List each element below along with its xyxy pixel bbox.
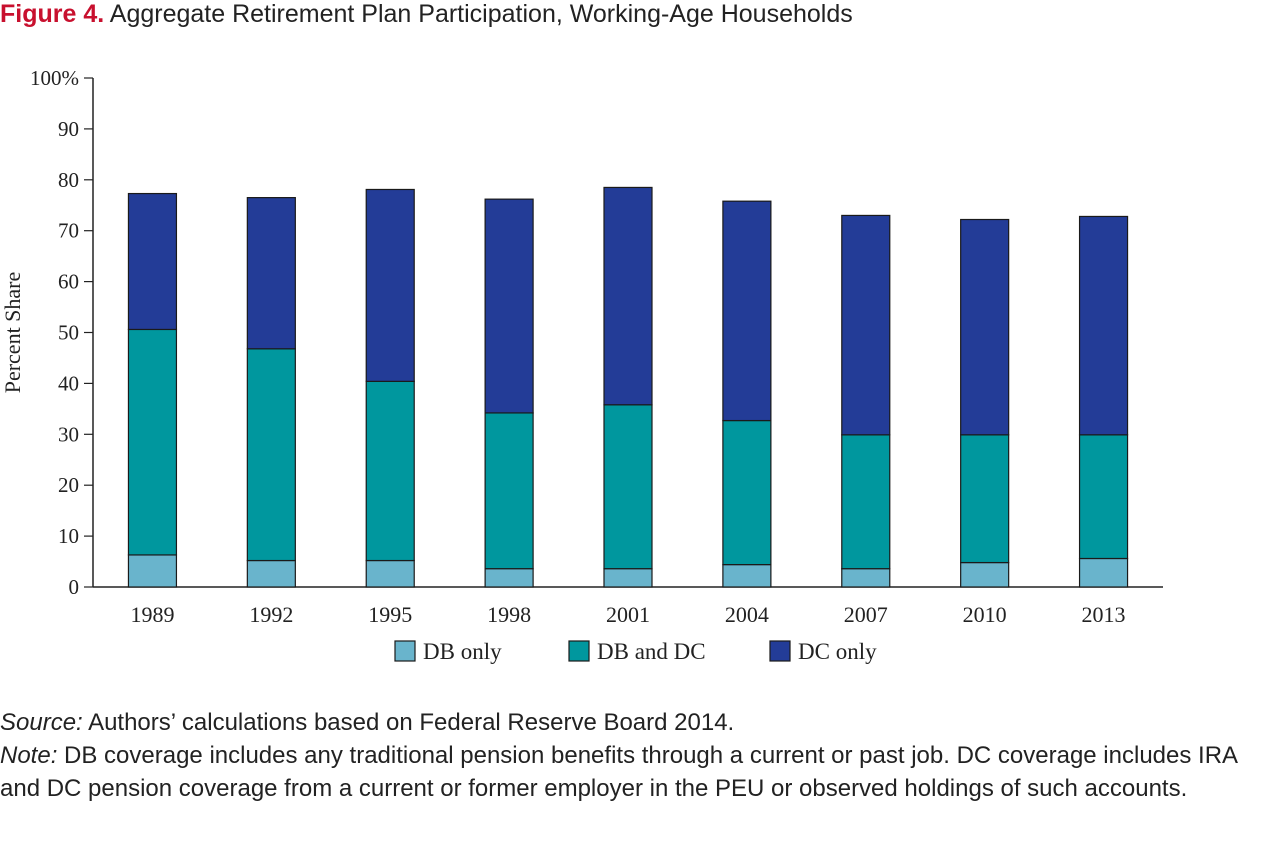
- legend-swatch: [568, 640, 590, 662]
- note-text: DB coverage includes any traditional pen…: [0, 742, 1237, 802]
- bar-segment: [1078, 215, 1129, 436]
- y-tick-label: 20: [58, 473, 79, 497]
- figure-title-text: Aggregate Retirement Plan Participation,…: [109, 0, 853, 28]
- bar-segment: [484, 568, 534, 588]
- source-text: Authors’ calculations based on Federal R…: [82, 709, 735, 736]
- bar-segment: [841, 434, 891, 570]
- y-tick-label: 30: [58, 422, 79, 446]
- legend-swatch: [769, 640, 791, 662]
- y-tick-label: 80: [58, 168, 79, 192]
- y-tick-label: 100%: [30, 66, 79, 90]
- x-tick-label: 1992: [249, 602, 293, 627]
- note-label: Note:: [0, 742, 58, 769]
- y-tick-label: 0: [69, 575, 80, 599]
- source-note: Source: Authors’ calculations based on F…: [0, 706, 1280, 739]
- legend-swatch: [394, 640, 416, 662]
- stacked-bar-chart: 0 10 20 30 40 50 60 70 80 90 100% Percent Share 1989…: [0, 66, 1163, 664]
- bar-segment: [365, 380, 415, 562]
- coverage-note: Note: DB coverage includes any tradition…: [0, 739, 1280, 805]
- bar-segment: [246, 559, 296, 588]
- bar-segment: [603, 568, 653, 588]
- bar-segment: [603, 186, 653, 406]
- legend-label: DB and DC: [597, 639, 706, 664]
- x-tick-label: 2010: [963, 602, 1007, 627]
- bar-segment: [603, 404, 653, 570]
- y-tick-label: 90: [58, 117, 79, 141]
- y-tick-label: 40: [58, 371, 79, 395]
- source-label: Source:: [0, 709, 83, 736]
- bar-segment: [365, 559, 415, 588]
- bar-segment: [246, 197, 296, 350]
- bar-segment: [484, 412, 534, 570]
- x-tick-label: 1995: [368, 602, 412, 627]
- bar-segment: [246, 348, 296, 562]
- bar-segment: [960, 434, 1010, 564]
- bar-segment: [1078, 557, 1129, 588]
- figure-notes: Source: Authors’ calculations based on F…: [0, 706, 1280, 805]
- x-tick-label: 2013: [1082, 602, 1126, 627]
- bar-segment: [722, 564, 772, 588]
- bar-segment: [722, 419, 772, 566]
- y-tick-label: 10: [58, 524, 79, 548]
- y-tick-label: 50: [58, 321, 79, 345]
- bar-segment: [960, 561, 1010, 588]
- figure-label: Figure 4.: [0, 0, 105, 28]
- bar-segment: [484, 198, 534, 414]
- bar-segment: [127, 328, 178, 556]
- figure-title: Figure 4. Aggregate Retirement Plan Part…: [0, 0, 853, 28]
- legend-label: DB only: [423, 639, 502, 664]
- y-tick-label: 70: [58, 219, 79, 243]
- bar-segment: [365, 188, 415, 382]
- x-tick-label: 1989: [130, 602, 174, 627]
- x-tick-label: 2004: [725, 602, 769, 627]
- x-tick-label: 2007: [844, 602, 888, 627]
- bar-segment: [127, 554, 178, 588]
- x-tick-label: 2001: [606, 602, 650, 627]
- bar-segment: [960, 218, 1010, 436]
- y-axis-title: Percent Share: [0, 272, 25, 394]
- bar-segment: [841, 214, 891, 436]
- x-tick-label: 1998: [487, 602, 531, 627]
- bar-segment: [841, 568, 891, 588]
- bar-segment: [1078, 434, 1129, 560]
- y-tick-label: 60: [58, 270, 79, 294]
- legend-label: DC only: [798, 639, 877, 664]
- bar-segment: [722, 200, 772, 422]
- bar-segment: [127, 192, 178, 331]
